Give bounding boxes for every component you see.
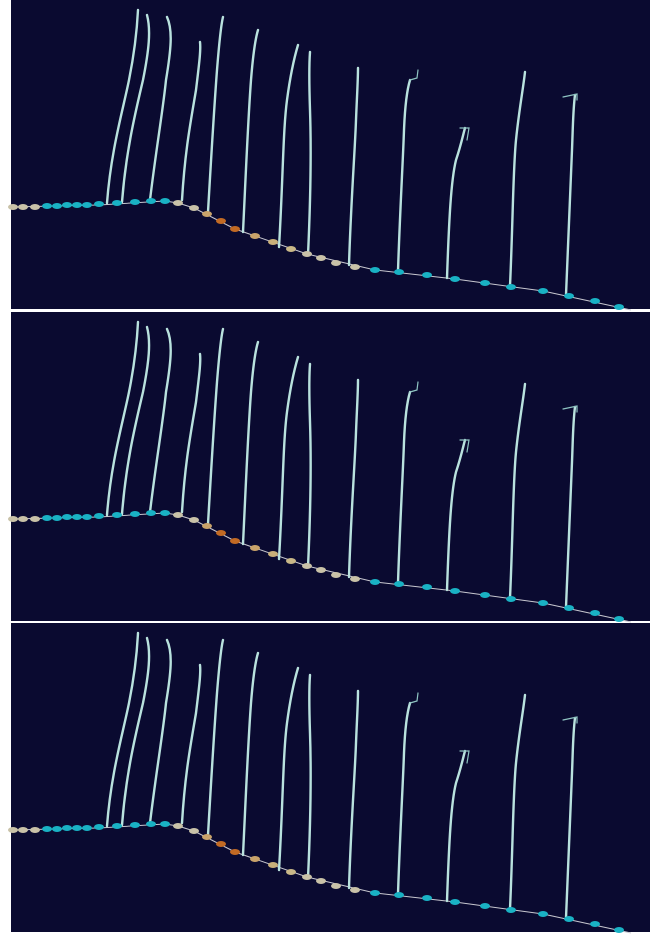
visualization xyxy=(0,0,661,936)
panel-bottom xyxy=(8,623,650,933)
panel-top xyxy=(8,0,650,310)
panel-middle xyxy=(8,312,650,622)
page xyxy=(0,0,661,936)
